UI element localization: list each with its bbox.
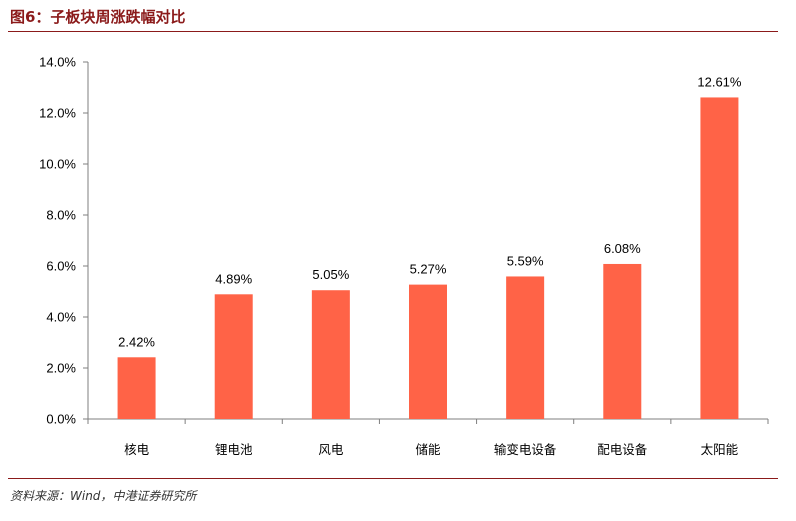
bar-3: [311, 290, 350, 419]
bar-1: [117, 357, 156, 419]
data-label: 2.42%: [118, 334, 155, 349]
x-tick-label: 风电: [318, 442, 344, 457]
x-tick-label: 输变电设备: [494, 442, 557, 457]
x-tick-label: 锂电池: [215, 442, 253, 457]
data-label: 4.89%: [215, 271, 252, 286]
data-label: 12.61%: [697, 74, 742, 89]
y-tick-label: 14.0%: [39, 55, 76, 70]
x-tick-label: 配电设备: [597, 442, 648, 457]
bar-5: [506, 276, 545, 419]
title-rule: [8, 31, 778, 32]
data-label: 6.08%: [604, 241, 641, 256]
bar-6: [603, 263, 642, 419]
data-label: 5.27%: [410, 262, 447, 277]
x-tick-label: 核电: [124, 442, 150, 457]
bar-2: [214, 294, 253, 419]
y-tick-label: 0.0%: [46, 412, 76, 427]
bar-7: [700, 97, 739, 419]
y-tick-label: 8.0%: [46, 208, 76, 223]
data-label: 5.05%: [312, 267, 349, 282]
y-tick-label: 12.0%: [39, 106, 76, 121]
data-label: 5.59%: [507, 253, 544, 268]
bar-4: [409, 284, 447, 419]
x-tick-label: 太阳能: [701, 442, 739, 457]
y-tick-label: 6.0%: [46, 259, 76, 274]
y-tick-label: 2.0%: [46, 361, 76, 376]
y-tick-label: 10.0%: [39, 157, 76, 172]
x-tick-label: 储能: [415, 442, 441, 457]
source-rule: [8, 478, 778, 479]
y-tick-label: 4.0%: [46, 310, 76, 325]
figure-source: 资料来源：Wind，中港证券研究所: [10, 489, 197, 503]
figure-title: 图6：子板块周涨跌幅对比: [10, 8, 186, 26]
